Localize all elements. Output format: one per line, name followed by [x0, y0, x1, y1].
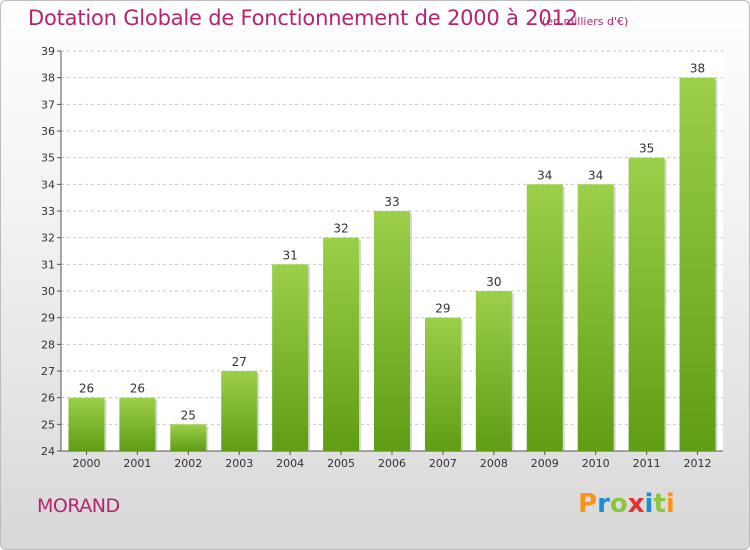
x-tick-label: 2001 [123, 457, 151, 470]
bar [679, 77, 716, 452]
commune-name: MORAND [37, 495, 120, 517]
y-tick-label: 37 [41, 98, 55, 111]
x-tick-label: 2009 [531, 457, 559, 470]
data-label: 27 [232, 355, 247, 369]
data-label: 38 [690, 62, 705, 76]
y-tick-label: 28 [41, 338, 55, 351]
y-tick-label: 39 [41, 45, 55, 58]
data-label: 25 [181, 408, 196, 422]
bar [170, 424, 207, 451]
x-tick-label: 2003 [225, 457, 253, 470]
data-label: 26 [130, 382, 145, 396]
y-tick-label: 38 [41, 72, 55, 85]
y-tick-label: 35 [41, 152, 55, 165]
bar [424, 317, 461, 451]
bar [475, 291, 512, 451]
logo-letter: i [644, 489, 654, 519]
data-label: 30 [486, 275, 501, 289]
bar [68, 397, 105, 451]
x-tick-label: 2004 [276, 457, 304, 470]
x-tick-label: 2000 [72, 457, 100, 470]
bar [526, 184, 563, 452]
data-label: 34 [588, 168, 603, 182]
bar [119, 397, 156, 451]
chart-title: Dotation Globale de Fonctionnement de 20… [28, 6, 578, 30]
data-label: 31 [283, 248, 298, 262]
data-label: 26 [79, 382, 94, 396]
x-tick-label: 2010 [582, 457, 610, 470]
y-tick-label: 33 [41, 205, 55, 218]
y-tick-label: 31 [41, 258, 55, 271]
logo-letter: o [609, 489, 628, 519]
data-label: 33 [384, 195, 399, 209]
y-tick-label: 36 [41, 125, 55, 138]
proxiti-logo: Proxiti [578, 489, 675, 519]
x-tick-label: 2002 [174, 457, 202, 470]
x-tick-label: 2006 [378, 457, 406, 470]
y-tick-label: 34 [41, 178, 55, 191]
logo-letter: r [597, 489, 610, 519]
x-tick-label: 2012 [684, 457, 712, 470]
data-label: 34 [537, 168, 552, 182]
y-tick-label: 29 [41, 312, 55, 325]
bar [272, 264, 309, 451]
data-label: 32 [333, 222, 348, 236]
logo-letter: t [653, 489, 666, 519]
y-tick-label: 30 [41, 285, 55, 298]
bar [221, 371, 258, 451]
x-tick-label: 2011 [633, 457, 661, 470]
logo-letter: P [578, 489, 598, 519]
bar [374, 211, 410, 451]
y-tick-label: 32 [41, 232, 55, 245]
x-tick-label: 2007 [429, 457, 457, 470]
y-tick-label: 25 [41, 418, 55, 431]
y-tick-label: 24 [41, 445, 55, 458]
bar [628, 157, 665, 451]
logo-letter: x [627, 489, 645, 519]
x-tick-label: 2008 [480, 457, 508, 470]
bar [323, 237, 360, 451]
y-tick-label: 26 [41, 392, 55, 405]
chart-subtitle: (en milliers d'€) [542, 15, 629, 28]
y-tick-label: 27 [41, 365, 55, 378]
data-label: 29 [435, 302, 450, 316]
x-tick-label: 2005 [327, 457, 355, 470]
data-label: 35 [639, 142, 654, 156]
bar [577, 184, 614, 452]
logo-letter: i [665, 489, 675, 519]
